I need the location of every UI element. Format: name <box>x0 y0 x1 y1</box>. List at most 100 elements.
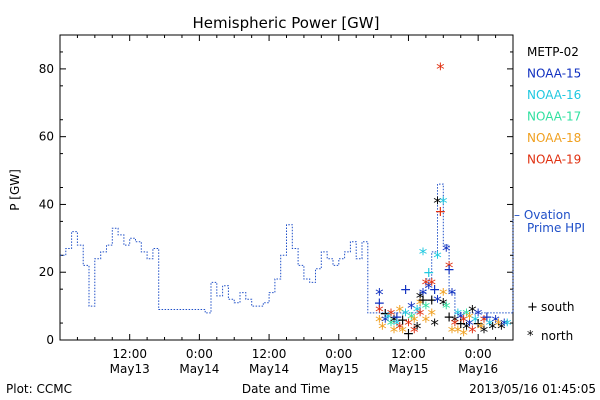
north-point: * <box>413 319 422 339</box>
north-point: * <box>401 306 410 326</box>
north-point: * <box>393 316 402 336</box>
north-point: * <box>430 316 439 336</box>
north-point: * <box>407 309 416 329</box>
north-point: * <box>454 306 463 326</box>
south-point: + <box>397 313 409 329</box>
north-point: * <box>439 286 448 306</box>
north-point: * <box>433 194 442 214</box>
x-tick-date: May15 <box>319 362 359 376</box>
north-point: * <box>497 319 506 339</box>
north-point: * <box>427 275 436 295</box>
north-point: * <box>439 194 448 214</box>
x-tick-time: 0:00 <box>325 347 352 361</box>
x-tick-date: May14 <box>179 362 219 376</box>
south-point: + <box>429 282 441 298</box>
north-point: * <box>398 323 407 343</box>
north-point: * <box>410 313 419 333</box>
x-axis-label: Date and Time <box>242 382 330 396</box>
north-point: * <box>378 319 387 339</box>
south-point: + <box>426 292 438 308</box>
chart-title: Hemispheric Power [GW] <box>193 14 380 32</box>
south-point: + <box>379 306 391 322</box>
y-axis-label: P [GW] <box>8 169 22 211</box>
south-point: + <box>455 316 467 332</box>
north-point: * <box>407 299 416 319</box>
north-point: * <box>422 299 431 319</box>
north-point: * <box>448 286 457 306</box>
legend-item: METP-02 <box>527 45 579 59</box>
north-point: * <box>451 316 460 336</box>
x-tick-date: May13 <box>110 362 150 376</box>
y-tick-label: 80 <box>39 62 54 76</box>
north-point: * <box>381 313 390 333</box>
south-point: + <box>423 265 435 281</box>
north-point: * <box>474 306 483 326</box>
north-point: * <box>459 326 468 346</box>
north-point: * <box>456 309 465 329</box>
timestamp: 2013/05/16 01:45:05 <box>469 382 596 396</box>
north-point: * <box>468 303 477 323</box>
ovation-hpi-line <box>60 183 514 314</box>
legend-marker-label: south <box>541 300 575 314</box>
north-point: * <box>375 303 384 323</box>
south-point: + <box>472 316 484 332</box>
x-tick-time: 0:00 <box>186 347 213 361</box>
south-point: + <box>400 282 412 298</box>
north-point: * <box>419 286 428 306</box>
legend-item: NOAA-17 <box>527 110 581 124</box>
legend-item: NOAA-18 <box>527 131 581 145</box>
legend-marker-symbol: + <box>527 300 538 315</box>
south-point: + <box>417 292 429 308</box>
legend-ovation-label: Prime HPI <box>527 221 585 235</box>
north-point: * <box>488 319 497 339</box>
north-point: * <box>396 319 405 339</box>
north-point: * <box>390 313 399 333</box>
south-point: + <box>435 204 447 220</box>
x-tick-time: 0:00 <box>465 347 492 361</box>
north-point: * <box>451 313 460 333</box>
x-tick-date: May14 <box>249 362 289 376</box>
north-point: * <box>422 313 431 333</box>
north-point: * <box>491 313 500 333</box>
north-point: * <box>433 292 442 312</box>
north-point: * <box>390 323 399 343</box>
north-point: * <box>404 316 413 336</box>
legend-item: NOAA-15 <box>527 67 581 81</box>
north-point: * <box>387 316 396 336</box>
north-point: * <box>445 258 454 278</box>
x-tick-time: 12:00 <box>112 347 147 361</box>
x-tick-time: 12:00 <box>252 347 287 361</box>
north-point: * <box>375 313 384 333</box>
north-point: * <box>480 323 489 343</box>
north-point: * <box>410 323 419 343</box>
legend-marker-label: north <box>541 329 573 343</box>
north-point: * <box>375 286 384 306</box>
north-point: * <box>416 296 425 316</box>
north-point: * <box>439 296 448 316</box>
y-tick-label: 40 <box>39 197 54 211</box>
north-point: * <box>480 313 489 333</box>
legend-marker-symbol: * <box>527 329 534 344</box>
south-point: + <box>391 309 403 325</box>
north-point: * <box>465 316 474 336</box>
south-point: + <box>374 296 386 312</box>
north-point: * <box>471 313 480 333</box>
north-point: * <box>454 323 463 343</box>
south-point: + <box>403 326 415 342</box>
north-point: * <box>462 319 471 339</box>
x-axis: 12:00May130:00May1412:00May140:00May1512… <box>76 35 498 376</box>
legend-item: NOAA-19 <box>527 153 581 167</box>
plot-credit: Plot: CCMC <box>6 382 72 396</box>
north-point: * <box>436 60 445 80</box>
north-point: * <box>433 248 442 268</box>
y-tick-label: 20 <box>39 265 54 279</box>
north-point: * <box>422 275 431 295</box>
north-point: * <box>477 319 486 339</box>
north-point: * <box>442 299 451 319</box>
north-point: * <box>416 289 425 309</box>
legend-ovation-label: – Ovation <box>514 208 571 222</box>
satellite-points: *+***+******+***+**+*+**********+*****+*… <box>374 60 512 346</box>
north-point: * <box>416 306 425 326</box>
north-point: * <box>448 323 457 343</box>
north-point: * <box>503 316 512 336</box>
